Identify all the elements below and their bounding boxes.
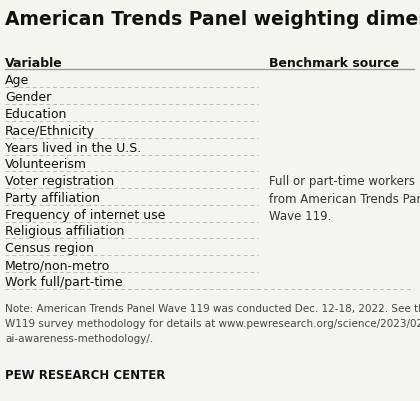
Text: Work full/part-time: Work full/part-time <box>5 275 123 288</box>
Text: Age: Age <box>5 74 29 87</box>
Text: Note: American Trends Panel Wave 119 was conducted Dec. 12-18, 2022. See the: Note: American Trends Panel Wave 119 was… <box>5 303 420 313</box>
Text: Religious affiliation: Religious affiliation <box>5 225 124 238</box>
Text: Race/Ethnicity: Race/Ethnicity <box>5 124 95 138</box>
Text: Years lived in the U.S.: Years lived in the U.S. <box>5 141 141 154</box>
Text: Variable: Variable <box>5 57 63 70</box>
Text: Education: Education <box>5 108 68 121</box>
Text: W119 survey methodology for details at www.pewresearch.org/science/2023/02/15/: W119 survey methodology for details at w… <box>5 318 420 328</box>
Text: Census region: Census region <box>5 242 94 255</box>
Text: PEW RESEARCH CENTER: PEW RESEARCH CENTER <box>5 368 165 381</box>
Text: Party affiliation: Party affiliation <box>5 191 100 205</box>
Text: Full or part-time workers
from American Trends Panel
Wave 119.: Full or part-time workers from American … <box>269 175 420 223</box>
Text: American Trends Panel weighting dimensions: American Trends Panel weighting dimensio… <box>5 10 420 29</box>
Text: Volunteerism: Volunteerism <box>5 158 87 171</box>
Text: Metro/non-metro: Metro/non-metro <box>5 258 110 271</box>
Text: Benchmark source: Benchmark source <box>269 57 399 70</box>
Text: Frequency of internet use: Frequency of internet use <box>5 208 165 221</box>
Text: Gender: Gender <box>5 91 51 104</box>
Text: ai-awareness-methodology/.: ai-awareness-methodology/. <box>5 333 153 343</box>
Text: Voter registration: Voter registration <box>5 175 114 188</box>
